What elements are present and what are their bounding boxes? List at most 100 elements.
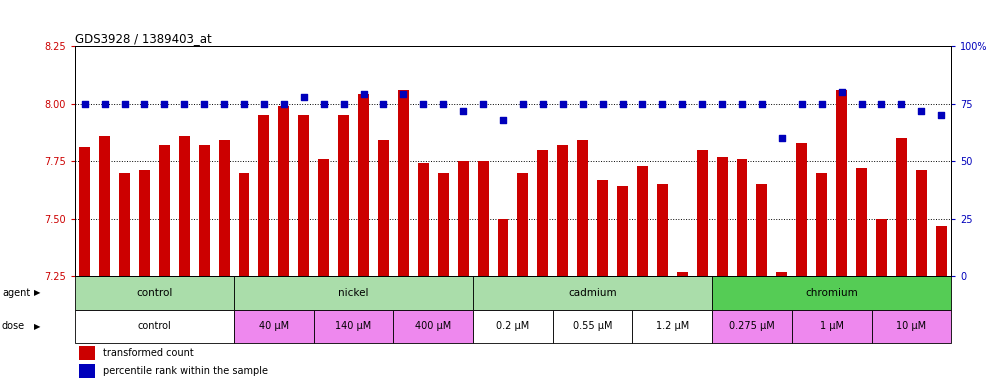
Bar — [473, 310, 553, 343]
Point — [156, 101, 172, 107]
Bar — [119, 173, 129, 276]
Bar — [473, 276, 712, 310]
Bar — [896, 138, 906, 276]
Bar — [314, 310, 393, 343]
Text: 0.2 μM: 0.2 μM — [496, 321, 530, 331]
Text: cadmium: cadmium — [569, 288, 617, 298]
Point — [495, 117, 511, 123]
Point — [117, 101, 132, 107]
Point — [555, 101, 571, 107]
Bar — [299, 115, 309, 276]
Bar — [872, 310, 951, 343]
Point — [575, 101, 591, 107]
Bar — [736, 159, 747, 276]
Text: 140 μM: 140 μM — [336, 321, 372, 331]
Bar — [578, 141, 588, 276]
Bar — [797, 143, 807, 276]
Text: transformed count: transformed count — [103, 348, 193, 358]
Point — [734, 101, 750, 107]
Point — [893, 101, 909, 107]
Text: control: control — [136, 288, 172, 298]
Bar — [657, 184, 667, 276]
Bar — [632, 310, 712, 343]
Bar — [239, 173, 249, 276]
Bar — [75, 276, 234, 310]
Text: 1.2 μM: 1.2 μM — [655, 321, 689, 331]
Point — [794, 101, 810, 107]
Point — [97, 101, 113, 107]
Point — [515, 101, 531, 107]
Point — [694, 101, 710, 107]
Point — [535, 101, 551, 107]
Bar — [837, 90, 847, 276]
Point — [814, 101, 830, 107]
Point — [933, 112, 949, 118]
Bar — [717, 157, 727, 276]
Text: 0.275 μM: 0.275 μM — [729, 321, 775, 331]
Bar — [712, 310, 792, 343]
Bar — [637, 166, 647, 276]
Bar — [198, 145, 209, 276]
Bar — [99, 136, 110, 276]
Text: chromium: chromium — [806, 288, 858, 298]
Bar — [258, 115, 269, 276]
Point — [136, 101, 152, 107]
Text: ▶: ▶ — [34, 288, 41, 298]
Text: 0.55 μM: 0.55 μM — [573, 321, 613, 331]
Bar — [817, 173, 827, 276]
Bar — [498, 218, 509, 276]
Point — [854, 101, 870, 107]
Point — [774, 135, 790, 141]
Text: dose: dose — [2, 321, 25, 331]
Bar — [234, 310, 314, 343]
Point — [236, 101, 252, 107]
Bar — [617, 187, 628, 276]
Bar — [936, 225, 946, 276]
Text: ▶: ▶ — [34, 322, 41, 331]
Point — [176, 101, 192, 107]
Bar — [876, 218, 886, 276]
Bar — [80, 147, 90, 276]
Text: 1 μM: 1 μM — [820, 321, 844, 331]
Bar — [438, 173, 449, 276]
Point — [615, 101, 630, 107]
Point — [216, 101, 232, 107]
Text: control: control — [137, 321, 171, 331]
Point — [356, 91, 372, 98]
Text: 10 μM: 10 μM — [896, 321, 926, 331]
Bar — [856, 168, 867, 276]
Bar — [553, 310, 632, 343]
Point — [435, 101, 451, 107]
Bar — [757, 184, 767, 276]
Bar — [398, 90, 408, 276]
Point — [654, 101, 670, 107]
Bar — [278, 106, 289, 276]
Bar — [159, 145, 169, 276]
Bar — [696, 150, 707, 276]
Bar — [219, 141, 229, 276]
Point — [674, 101, 690, 107]
Bar — [339, 115, 350, 276]
Bar — [518, 173, 528, 276]
Point — [475, 101, 491, 107]
Text: GDS3928 / 1389403_at: GDS3928 / 1389403_at — [75, 32, 211, 45]
Bar — [478, 161, 489, 276]
Point — [296, 94, 312, 100]
Point — [256, 101, 272, 107]
Point — [316, 101, 332, 107]
Point — [834, 89, 850, 95]
Point — [415, 101, 431, 107]
Bar — [418, 164, 428, 276]
Text: agent: agent — [2, 288, 30, 298]
Bar — [458, 161, 469, 276]
Text: 400 μM: 400 μM — [415, 321, 451, 331]
Point — [873, 101, 889, 107]
Point — [455, 108, 471, 114]
Bar — [234, 276, 473, 310]
Bar — [75, 310, 234, 343]
Point — [196, 101, 212, 107]
Point — [754, 101, 770, 107]
Bar — [558, 145, 568, 276]
Bar — [178, 136, 189, 276]
Bar — [677, 271, 687, 276]
